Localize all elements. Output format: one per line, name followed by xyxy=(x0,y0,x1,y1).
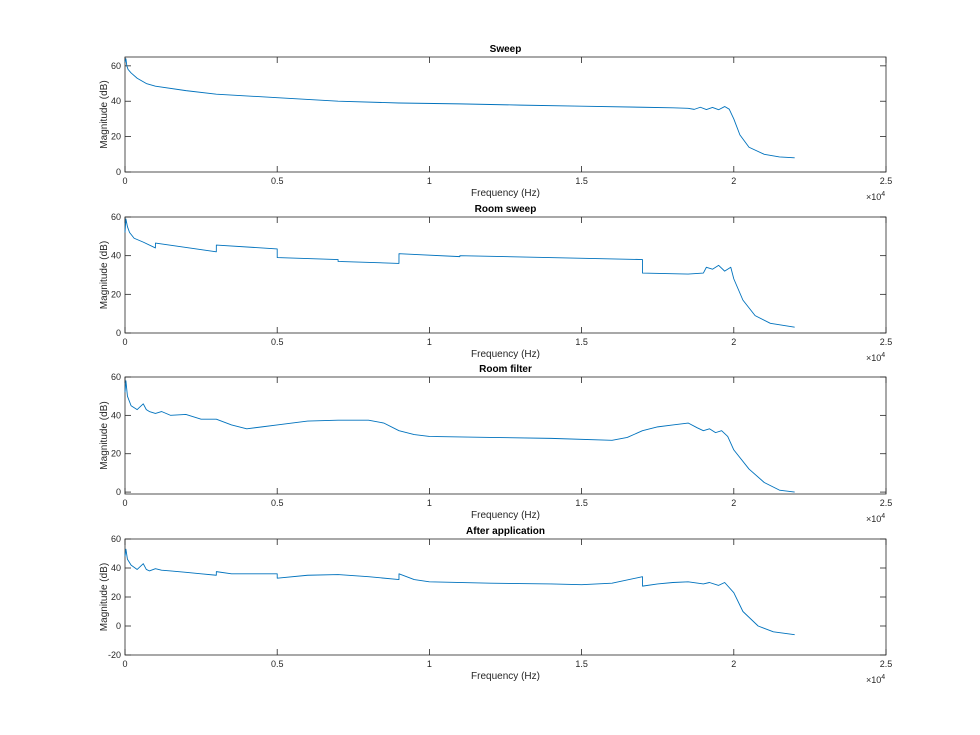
y-tick-label: -20 xyxy=(108,650,121,660)
y-tick-label: 60 xyxy=(111,212,121,222)
x-tick-label: 2.5 xyxy=(880,659,893,669)
x-tick-label: 0.5 xyxy=(271,498,284,508)
x-tick-label: 0 xyxy=(122,337,127,347)
chart-title: Room sweep xyxy=(475,204,537,215)
x-tick-label: 1 xyxy=(427,176,432,186)
series-line-1 xyxy=(124,58,795,159)
y-tick-label: 20 xyxy=(111,449,121,459)
x-tick-label: 0.5 xyxy=(271,337,284,347)
axes-box xyxy=(124,216,887,334)
x-tick-label: 1 xyxy=(427,498,432,508)
x-axis-label: Frequency (Hz) xyxy=(471,510,540,521)
x-tick-label: 2.5 xyxy=(880,176,893,186)
x-multiplier: ×104 xyxy=(866,674,885,685)
y-tick-label: 0 xyxy=(116,487,121,497)
chart-title: Room filter xyxy=(479,364,532,375)
y-tick-label: 60 xyxy=(111,534,121,544)
x-axis-label: Frequency (Hz) xyxy=(471,188,540,199)
series-line-1 xyxy=(124,548,795,636)
y-tick-label: 0 xyxy=(116,167,121,177)
x-tick-label: 1.5 xyxy=(575,659,588,669)
y-tick-label: 60 xyxy=(111,61,121,71)
series-line-1 xyxy=(124,218,795,328)
y-tick-label: 20 xyxy=(111,132,121,142)
chart-title: After application xyxy=(466,526,545,537)
chart-title: Sweep xyxy=(490,44,522,55)
x-tick-label: 2.5 xyxy=(880,498,893,508)
x-tick-label: 1.5 xyxy=(575,176,588,186)
y-tick-label: 0 xyxy=(116,621,121,631)
x-tick-label: 2 xyxy=(731,337,736,347)
x-multiplier-base: ×10 xyxy=(866,514,881,524)
y-tick-label: 0 xyxy=(116,328,121,338)
subplot-3: 0 0.5 1 1.5 2 2.5 0 20 40 60 Room filter Frequency … xyxy=(99,364,892,524)
y-tick-label: 20 xyxy=(111,289,121,299)
x-tick-label: 1.5 xyxy=(575,337,588,347)
y-tick-label: 20 xyxy=(111,592,121,602)
y-tick-label: 40 xyxy=(111,410,121,420)
y-axis-label: Magnitude (dB) xyxy=(99,80,110,148)
x-tick-label: 1 xyxy=(427,337,432,347)
x-tick-label: 0 xyxy=(122,176,127,186)
x-tick-label: 1.5 xyxy=(575,498,588,508)
axes-box xyxy=(124,538,887,656)
axes-box xyxy=(124,376,887,495)
x-multiplier-base: ×10 xyxy=(866,192,881,202)
y-tick-label: 60 xyxy=(111,372,121,382)
subplot-2: 0 0.5 1 1.5 2 2.5 0 20 40 60 Room sweep Frequency (… xyxy=(99,204,892,363)
series-line-1 xyxy=(124,380,795,493)
y-tick-label: 40 xyxy=(111,96,121,106)
x-tick-label: 0.5 xyxy=(271,659,284,669)
subplot-1: 0 0.5 1 1.5 2 2.5 0 20 40 60 Sweep Frequency (Hz) Ma… xyxy=(99,44,892,202)
axes-box xyxy=(124,56,887,173)
x-multiplier-base: ×10 xyxy=(866,353,881,363)
x-multiplier: ×104 xyxy=(866,352,885,363)
x-tick-label: 0.5 xyxy=(271,176,284,186)
x-tick-label: 2 xyxy=(731,176,736,186)
x-tick-label: 2 xyxy=(731,659,736,669)
y-tick-label: 40 xyxy=(111,251,121,261)
x-multiplier-exponent: 4 xyxy=(881,352,885,359)
x-multiplier-exponent: 4 xyxy=(881,191,885,198)
x-multiplier: ×104 xyxy=(866,513,885,524)
x-tick-label: 2.5 xyxy=(880,337,893,347)
x-axis-label: Frequency (Hz) xyxy=(471,349,540,360)
y-axis-label: Magnitude (dB) xyxy=(99,401,110,469)
x-axis-label: Frequency (Hz) xyxy=(471,671,540,682)
x-multiplier: ×104 xyxy=(866,191,885,202)
x-multiplier-exponent: 4 xyxy=(881,674,885,681)
x-multiplier-base: ×10 xyxy=(866,675,881,685)
x-multiplier-exponent: 4 xyxy=(881,513,885,520)
y-tick-label: 40 xyxy=(111,563,121,573)
y-axis-label: Magnitude (dB) xyxy=(99,241,110,309)
x-tick-label: 1 xyxy=(427,659,432,669)
y-axis-label: Magnitude (dB) xyxy=(99,563,110,631)
x-tick-label: 0 xyxy=(122,498,127,508)
x-tick-label: 2 xyxy=(731,498,736,508)
x-tick-label: 0 xyxy=(122,659,127,669)
